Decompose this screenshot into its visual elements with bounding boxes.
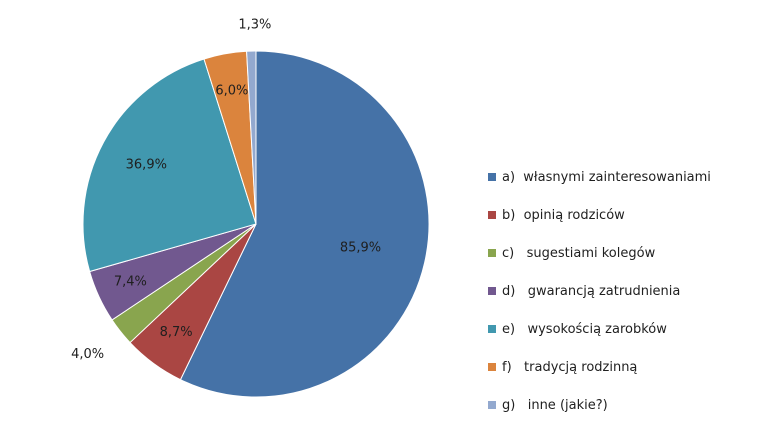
legend-label: c) sugestiami kolegów [502,245,656,261]
data-label: 1,3% [238,18,271,33]
legend-label: g) inne (jakie?) [502,397,608,413]
pie-slice [82,58,257,273]
pie-slice [179,50,430,398]
legend-swatch [488,363,496,371]
legend-label: a) własnymi zainteresowaniami [502,169,711,185]
legend-label: e) wysokością zarobków [502,321,667,337]
legend-swatch [488,325,496,333]
legend-item: c) sugestiami kolegów [488,234,711,272]
legend-swatch [488,401,496,409]
legend-swatch [488,287,496,295]
data-label: 36,9% [126,158,167,173]
data-label: 6,0% [215,84,248,99]
legend-swatch [488,211,496,219]
legend-item: e) wysokością zarobków [488,310,711,348]
legend-swatch [488,173,496,181]
legend-item: a) własnymi zainteresowaniami [488,158,711,196]
pie-slice [246,50,257,225]
data-label: 8,7% [160,325,193,340]
data-label: 4,0% [71,347,104,362]
legend-item: b) opinią rodziców [488,196,711,234]
legend-label: d) gwarancją zatrudnienia [502,283,681,299]
legend: a) własnymi zainteresowaniami b) opinią … [488,158,711,424]
legend-item: f) tradycją rodzinną [488,348,711,386]
data-label: 7,4% [114,275,147,290]
data-label: 85,9% [340,241,381,256]
legend-item: g) inne (jakie?) [488,386,711,424]
legend-item: d) gwarancją zatrudnienia [488,272,711,310]
legend-label: b) opinią rodziców [502,207,625,223]
legend-label: f) tradycją rodzinną [502,359,638,375]
legend-swatch [488,249,496,257]
